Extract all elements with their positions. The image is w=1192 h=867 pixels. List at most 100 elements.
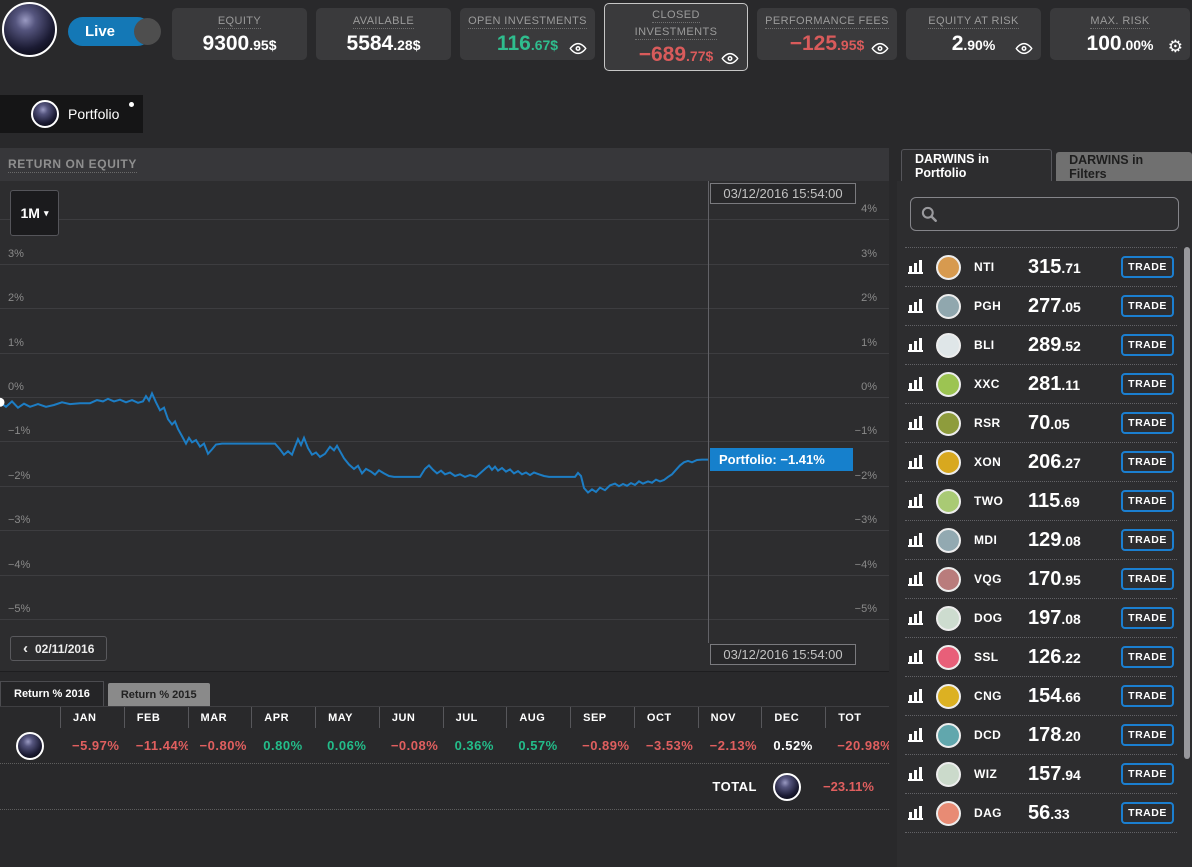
gear-icon[interactable]: ⚙ [1168, 38, 1183, 55]
darwin-color-circle [936, 566, 961, 592]
darwin-row-dog[interactable]: DOG 197.08 TRADE [905, 599, 1177, 638]
live-toggle[interactable]: Live [68, 17, 161, 46]
bar [919, 689, 922, 701]
bar-chart-icon[interactable] [908, 455, 923, 469]
tab-portfolio[interactable]: Portfolio [0, 95, 143, 133]
returns-tabs: Return % 2016 Return % 2015 [0, 681, 210, 706]
eye-icon[interactable] [720, 52, 740, 65]
tab-return-2016[interactable]: Return % 2016 [0, 681, 104, 706]
portfolio-line [0, 390, 708, 494]
bar-chart-icon[interactable] [908, 533, 923, 547]
darwins-search-input[interactable] [946, 206, 1168, 222]
bar [914, 380, 917, 389]
trade-button[interactable]: TRADE [1121, 529, 1174, 551]
darwin-color-circle [936, 605, 961, 631]
darwin-quote-sub: .71 [1061, 259, 1081, 276]
tab-darwins-in-filters[interactable]: DARWINS in Filters [1056, 152, 1192, 181]
bar-chart-icon[interactable] [908, 377, 923, 391]
roe-plot[interactable]: 1M ▾ 03/12/2016 15:54:00 Portfolio: −1.4… [0, 181, 889, 672]
bar-chart-icon[interactable] [908, 572, 923, 586]
user-avatar[interactable] [2, 2, 57, 57]
darwin-quote-main: 289 [1028, 333, 1062, 356]
darwin-row-xon[interactable]: XON 206.27 TRADE [905, 443, 1177, 482]
darwin-ticker: SSL [974, 650, 999, 664]
bar [919, 533, 922, 545]
darwin-quote: 197.08 [1028, 607, 1081, 630]
eye-icon[interactable] [1014, 42, 1034, 55]
darwin-row-dag[interactable]: DAG 56.33 TRADE [905, 794, 1177, 833]
trade-button[interactable]: TRADE [1121, 334, 1174, 356]
month-header-apr: APR [251, 707, 315, 728]
darwin-color-circle [936, 293, 961, 319]
bar [909, 656, 912, 662]
eye-icon[interactable] [870, 42, 890, 55]
darwin-row-pgh[interactable]: PGH 277.05 TRADE [905, 287, 1177, 326]
trade-button[interactable]: TRADE [1121, 685, 1174, 707]
tab-darwins-in-portfolio[interactable]: DARWINS in Portfolio [901, 149, 1053, 181]
trade-button[interactable]: TRADE [1121, 451, 1174, 473]
month-value-text: −2.13% [709, 738, 758, 753]
trade-button[interactable]: TRADE [1121, 763, 1174, 785]
darwin-row-wiz[interactable]: WIZ 157.94 TRADE [905, 755, 1177, 794]
bar-chart-icon[interactable] [908, 260, 923, 274]
darwin-row-ssl[interactable]: SSL 126.22 TRADE [905, 638, 1177, 677]
darwin-row-bli[interactable]: BLI 289.52 TRADE [905, 326, 1177, 365]
bar [909, 734, 912, 740]
bar-chart-icon[interactable] [908, 611, 923, 625]
darwin-row-vqg[interactable]: VQG 170.95 TRADE [905, 560, 1177, 599]
stat-available-value-main: 5584 [346, 31, 394, 55]
trade-button[interactable]: TRADE [1121, 724, 1174, 746]
darwin-row-rsr[interactable]: RSR 70.05 TRADE [905, 404, 1177, 443]
ytick-right: 2% [861, 292, 877, 305]
darwin-row-xxc[interactable]: XXC 281.11 TRADE [905, 365, 1177, 404]
tab-return-2015[interactable]: Return % 2015 [107, 683, 210, 706]
bar-chart-icon[interactable] [908, 299, 923, 313]
stat-closed-investments-label-wrap: CLOSED INVESTMENTS [618, 6, 734, 40]
darwin-row-two[interactable]: TWO 115.69 TRADE [905, 482, 1177, 521]
trade-button[interactable]: TRADE [1121, 802, 1174, 824]
stat-equity: EQUITY 9300.95$ [172, 8, 307, 60]
darwin-color-circle [936, 254, 961, 280]
scrollbar-thumb[interactable] [1184, 247, 1190, 759]
trade-button[interactable]: TRADE [1121, 256, 1174, 278]
bar-chart-icon[interactable] [908, 728, 923, 742]
bar [919, 299, 922, 311]
chart-prev-date-button[interactable]: ‹ 02/11/2016 [10, 636, 108, 661]
month-header-jul: JUL [442, 707, 507, 728]
live-toggle-knob[interactable] [134, 18, 161, 45]
eye-icon[interactable] [568, 42, 588, 55]
bar [919, 455, 922, 467]
month-value-dec: 0.52% [761, 728, 825, 763]
ytick-left: 3% [8, 247, 24, 260]
trade-button[interactable]: TRADE [1121, 490, 1174, 512]
bar-chart-icon[interactable] [908, 767, 923, 781]
darwin-row-mdi[interactable]: MDI 129.08 TRADE [905, 521, 1177, 560]
trade-button[interactable]: TRADE [1121, 646, 1174, 668]
bar-chart-icon[interactable] [908, 416, 923, 430]
month-value-text: 0.52% [773, 738, 813, 753]
month-header-mar: MAR [187, 707, 252, 728]
stat-available-value-sub: .28$ [393, 36, 421, 53]
month-header-jan: JAN [60, 707, 124, 728]
stat-equity-at-risk-value-sub: .90% [963, 36, 996, 53]
trade-button[interactable]: TRADE [1121, 412, 1174, 434]
darwins-search[interactable] [910, 197, 1179, 231]
bar-chart-icon[interactable] [908, 494, 923, 508]
trade-button[interactable]: TRADE [1121, 607, 1174, 629]
bar [914, 263, 917, 272]
trade-button[interactable]: TRADE [1121, 295, 1174, 317]
trade-button[interactable]: TRADE [1121, 568, 1174, 590]
bar-chart-icon[interactable] [908, 650, 923, 664]
bar-chart-icon[interactable] [908, 806, 923, 820]
darwin-row-nti[interactable]: NTI 315.71 TRADE [905, 248, 1177, 287]
darwin-row-dcd[interactable]: DCD 178.20 TRADE [905, 716, 1177, 755]
month-value-mar: −0.80% [188, 728, 252, 763]
bar-chart-icon[interactable] [908, 689, 923, 703]
bar-chart-icon[interactable] [908, 338, 923, 352]
darwin-color-circle [936, 527, 961, 553]
trade-button[interactable]: TRADE [1121, 373, 1174, 395]
darwin-color-circle [936, 722, 961, 748]
darwin-row-cng[interactable]: CNG 154.66 TRADE [905, 677, 1177, 716]
range-selector-dropdown[interactable]: 1M ▾ [10, 190, 59, 236]
month-header-feb: FEB [123, 707, 188, 728]
